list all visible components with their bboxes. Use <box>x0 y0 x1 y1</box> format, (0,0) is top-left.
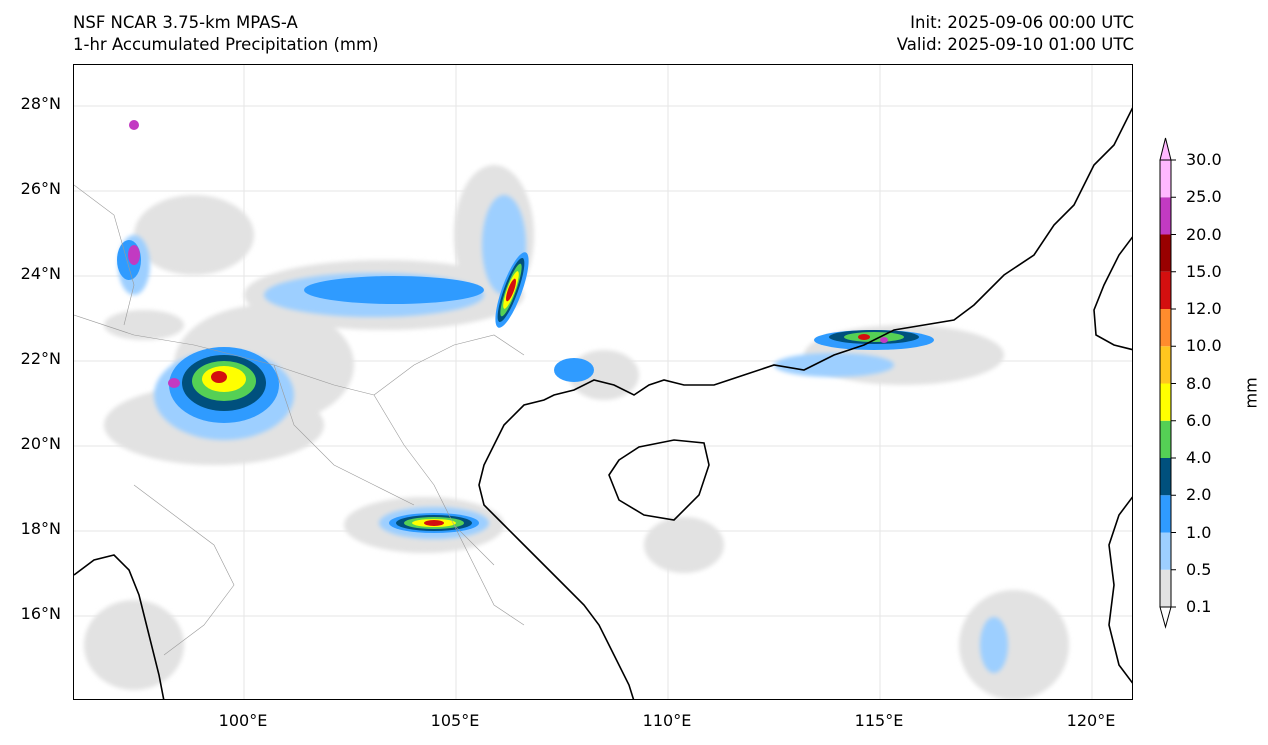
colorbar-block <box>1160 420 1171 458</box>
valid-time: Valid: 2025-09-10 01:00 UTC <box>896 35 1134 54</box>
title-block-right: Init: 2025-09-06 00:00 UTC Valid: 2025-0… <box>897 12 1134 56</box>
title-block-left: NSF NCAR 3.75-km MPAS-A 1-hr Accumulated… <box>73 12 379 56</box>
model-title: NSF NCAR 3.75-km MPAS-A <box>73 13 298 32</box>
colorbar-level-label: 30.0 <box>1186 150 1222 169</box>
colorbar-block <box>1160 234 1171 272</box>
lon-tick-label: 105°E <box>430 711 480 730</box>
colorbar-level-label: 2.0 <box>1186 485 1212 505</box>
colorbar-level-label: 25.0 <box>1186 187 1222 207</box>
colorbar-block <box>1160 160 1171 198</box>
colorbar-unit-label: mm <box>1241 377 1261 409</box>
lat-tick-label: 24°N <box>20 264 61 283</box>
lat-tick-label: 28°N <box>20 94 61 113</box>
colorbar-extend-arrow <box>1159 137 1172 161</box>
colorbar-min-end <box>1159 606 1172 629</box>
lat-tick-label: 20°N <box>20 434 61 453</box>
precipitation-map <box>73 64 1133 700</box>
colorbar-level-label: 10.0 <box>1186 336 1222 356</box>
colorbar-block <box>1160 532 1171 570</box>
lon-tick-label: 100°E <box>218 711 268 730</box>
colorbar-level-label: 15.0 <box>1186 261 1222 281</box>
colorbar-level-label: 20.0 <box>1186 224 1222 244</box>
colorbar-block <box>1160 197 1171 235</box>
colorbar-block <box>1160 346 1171 384</box>
colorbar-level-label: 1.0 <box>1186 522 1212 542</box>
map-canvas <box>74 65 1132 699</box>
colorbar-level-label: 6.0 <box>1186 410 1212 430</box>
colorbar-level-label: 4.0 <box>1186 448 1212 467</box>
coastlines <box>74 107 1132 699</box>
lat-tick-label: 22°N <box>20 349 61 368</box>
colorbar-block <box>1160 458 1171 496</box>
lat-tick-label: 26°N <box>20 179 61 198</box>
precip-0-5-areas <box>118 195 1008 673</box>
init-time: Init: 2025-09-06 00:00 UTC <box>910 13 1134 32</box>
colorbar <box>1159 137 1176 629</box>
country-borders <box>74 184 525 656</box>
precip-12-areas <box>211 278 870 526</box>
lon-tick-label: 110°E <box>642 711 692 730</box>
colorbar-block <box>1160 495 1171 533</box>
colorbar-block <box>1160 383 1171 421</box>
colorbar-ticks <box>1171 159 1176 608</box>
precip-25-areas <box>128 120 888 388</box>
lat-tick-label: 18°N <box>20 519 61 538</box>
lon-tick-label: 120°E <box>1066 711 1116 730</box>
colorbar-level-label: 12.0 <box>1186 299 1222 318</box>
colorbar-blocks <box>1159 137 1172 629</box>
colorbar-block <box>1160 271 1171 309</box>
colorbar-level-label: 0.5 <box>1186 559 1212 579</box>
lat-tick-label: 16°N <box>20 604 61 623</box>
colorbar-block <box>1160 569 1171 607</box>
colorbar-block <box>1160 309 1171 347</box>
field-title: 1-hr Accumulated Precipitation (mm) <box>73 35 379 54</box>
colorbar-level-label: 8.0 <box>1186 373 1212 393</box>
colorbar-level-label: 0.1 <box>1186 597 1212 616</box>
lon-tick-label: 115°E <box>854 711 904 730</box>
